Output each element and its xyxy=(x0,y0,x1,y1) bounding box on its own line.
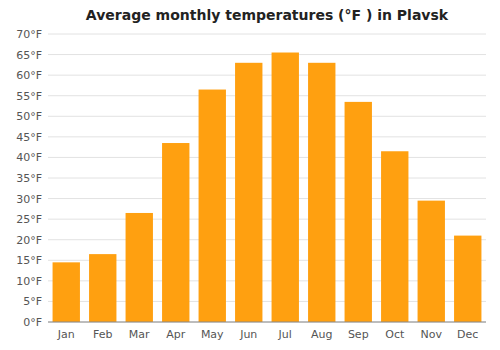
grid-line xyxy=(48,136,486,137)
y-tick-label: 70°F xyxy=(16,28,42,41)
x-tick-label: Feb xyxy=(93,328,112,341)
grid-line xyxy=(48,54,486,55)
y-tick-label: 15°F xyxy=(16,254,42,267)
y-tick-label: 35°F xyxy=(16,172,42,185)
bar xyxy=(418,201,445,322)
bar xyxy=(381,151,408,322)
y-tick-label: 5°F xyxy=(23,295,42,308)
bar xyxy=(345,102,372,322)
bar xyxy=(89,254,116,322)
bar xyxy=(235,63,262,322)
bar xyxy=(53,262,80,322)
x-tick-label: Nov xyxy=(421,328,443,341)
x-tick-label: Jun xyxy=(239,328,257,341)
y-tick-label: 55°F xyxy=(16,90,42,103)
grid-line xyxy=(48,322,486,323)
bar xyxy=(126,213,153,322)
x-tick-label: Jan xyxy=(57,328,75,341)
x-tick-label: Apr xyxy=(166,328,186,341)
x-tick-label: Oct xyxy=(385,328,405,341)
y-tick-label: 60°F xyxy=(16,69,42,82)
x-tick-label: Aug xyxy=(311,328,332,341)
y-axis: 0°F 5°F 10°F 15°F 20°F 25°F 30°F 35°F 40°F 45°F 50… xyxy=(16,28,486,329)
y-tick-label: 0°F xyxy=(23,316,42,329)
x-tick-label: Dec xyxy=(457,328,478,341)
bar xyxy=(162,143,189,322)
grid-line xyxy=(48,198,486,199)
chart: Average monthly temperatures (°F ) in Pl… xyxy=(0,0,500,350)
x-tick-label: Mar xyxy=(129,328,150,341)
y-tick-label: 40°F xyxy=(16,151,42,164)
x-axis: Jan Feb Mar Apr May Jun Jul Aug Sep Oct Nov Dec xyxy=(48,322,486,341)
bar xyxy=(308,63,335,322)
grid-line xyxy=(48,95,486,96)
bar xyxy=(454,236,481,322)
x-tick-label: Sep xyxy=(348,328,369,341)
bars xyxy=(53,53,482,322)
x-axis-line xyxy=(48,322,486,323)
grid-line xyxy=(48,178,486,179)
bar xyxy=(199,90,226,322)
y-tick-label: 65°F xyxy=(16,49,42,62)
grid-line xyxy=(48,157,486,158)
y-tick-label: 50°F xyxy=(16,110,42,123)
grid-line xyxy=(48,75,486,76)
bar xyxy=(272,53,299,322)
y-tick-label: 45°F xyxy=(16,131,42,144)
x-tick-label: Jul xyxy=(278,328,292,341)
x-tick-label: May xyxy=(201,328,224,341)
grid-line xyxy=(48,34,486,35)
page: {"chart_data": {"type": "bar", "title": … xyxy=(0,0,500,350)
grid-line xyxy=(48,116,486,117)
y-tick-label: 10°F xyxy=(16,275,42,288)
y-tick-label: 25°F xyxy=(16,213,42,226)
title: Average monthly temperatures (°F ) in Pl… xyxy=(86,7,449,23)
y-tick-label: 30°F xyxy=(16,193,42,206)
y-tick-label: 20°F xyxy=(16,234,42,247)
